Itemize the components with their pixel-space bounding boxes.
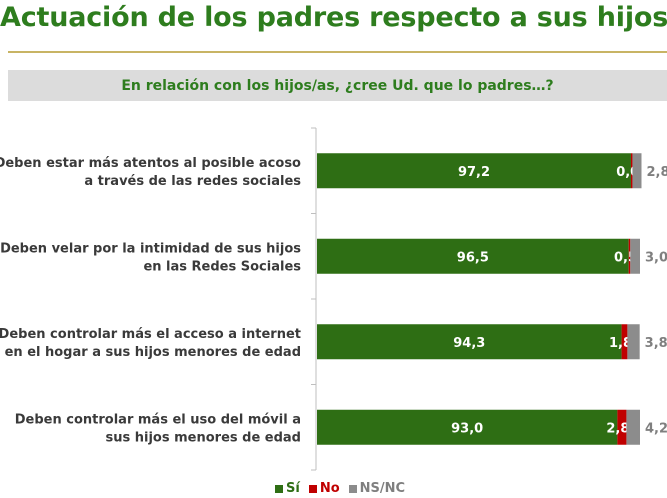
category-label: en el hogar a sus hijos menores de edad (5, 345, 301, 360)
chart-subtitle: En relación con los hijos/as, ¿cree Ud. … (121, 77, 554, 94)
legend-swatch (275, 484, 283, 493)
bar-segment-si (317, 238, 629, 274)
bar-segment-nsnc (632, 153, 642, 189)
bar-segment-nsnc (626, 409, 640, 445)
category-label: Deben controlar más el acceso a internet (0, 327, 301, 342)
bar-segment-si (317, 409, 618, 445)
data-label: 2,8 (606, 421, 629, 436)
bar-segment-no (628, 238, 631, 274)
title-underline (8, 51, 667, 53)
category-label: Deben velar por la intimidad de sus hijo… (0, 241, 301, 256)
legend-label: NS/NC (359, 481, 406, 496)
data-label: 97,2 (458, 165, 490, 180)
data-label: 2,8 (647, 165, 667, 180)
chart-legend: Sí No NS/NC (275, 481, 414, 496)
data-label: 94,3 (453, 336, 485, 351)
bar-segment-si (317, 153, 631, 189)
page-title: Actuación de los padres respecto a sus h… (0, 2, 667, 33)
legend-label: No (319, 481, 340, 496)
legend-item: Sí (275, 481, 300, 496)
bar-segment-no (630, 153, 633, 189)
data-label: 3,8 (645, 336, 667, 351)
bar-segment-no (617, 409, 627, 445)
data-label: 3,0 (645, 250, 667, 265)
legend-swatch (348, 484, 357, 493)
data-label: 1,8 (609, 336, 632, 351)
subtitle-banner: En relación con los hijos/as, ¿cree Ud. … (8, 70, 667, 101)
category-label: a través de las redes sociales (84, 174, 301, 189)
data-label: 96,5 (457, 250, 489, 265)
bar-segment-nsnc (627, 324, 640, 360)
category-label: en las Redes Sociales (143, 259, 301, 274)
legend-item: NS/NC (348, 481, 406, 496)
category-label: sus hijos menores de edad (105, 430, 301, 445)
bar-segment-no (621, 324, 628, 360)
data-label: 93,0 (451, 421, 483, 436)
legend-item: No (308, 481, 340, 496)
category-label: Deben estar más atentos al posible acoso (0, 156, 301, 171)
legend-swatch (308, 484, 317, 493)
bar-segment-nsnc (630, 238, 640, 274)
category-label: Deben controlar más el uso del móvil a (15, 412, 301, 427)
bar-segment-si (317, 324, 622, 360)
legend-label: Sí (286, 481, 300, 496)
data-label: 4,2 (645, 421, 667, 436)
